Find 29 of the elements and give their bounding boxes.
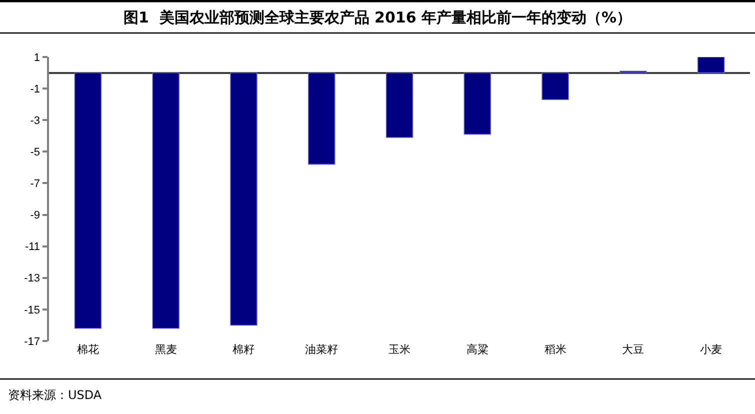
text: 资料来源：USDA — [8, 388, 102, 402]
y-tick-label: -15 — [24, 304, 40, 316]
x-tick-label: 棉花 — [76, 343, 99, 356]
x-tick-label: 油菜籽 — [305, 343, 338, 356]
y-tick-label: -11 — [24, 241, 40, 254]
x-tick-label: 黑麦 — [154, 343, 177, 356]
chart-title: 图1 美国农业部预测全球主要农产品 2016 年产量相比前一年的变动（%） — [123, 8, 632, 26]
y-tick-label: -13 — [24, 272, 40, 285]
x-tick-label: 小麦 — [700, 343, 722, 356]
y-tick-label: 1 — [34, 52, 40, 64]
y-tick-label: -5 — [30, 146, 40, 159]
bar — [386, 72, 414, 138]
y-tick-label: -1 — [30, 83, 40, 96]
y-tick-label: -3 — [30, 114, 40, 127]
x-tick-label: 大豆 — [622, 343, 644, 356]
bar — [308, 72, 336, 165]
bar — [697, 57, 725, 74]
bar — [74, 72, 102, 329]
x-tick-label: 高粱 — [466, 343, 488, 356]
bar — [230, 72, 258, 326]
y-tick-label: -7 — [30, 178, 40, 190]
bar — [464, 72, 492, 135]
x-tick-label: 棉籽 — [232, 343, 255, 356]
y-tick-label: -17 — [24, 336, 40, 348]
x-tick-label: 玉米 — [388, 343, 410, 356]
bar — [542, 72, 569, 100]
y-tick-label: -9 — [30, 210, 40, 222]
x-tick-label: 稻米 — [544, 343, 566, 356]
bar — [152, 72, 180, 329]
